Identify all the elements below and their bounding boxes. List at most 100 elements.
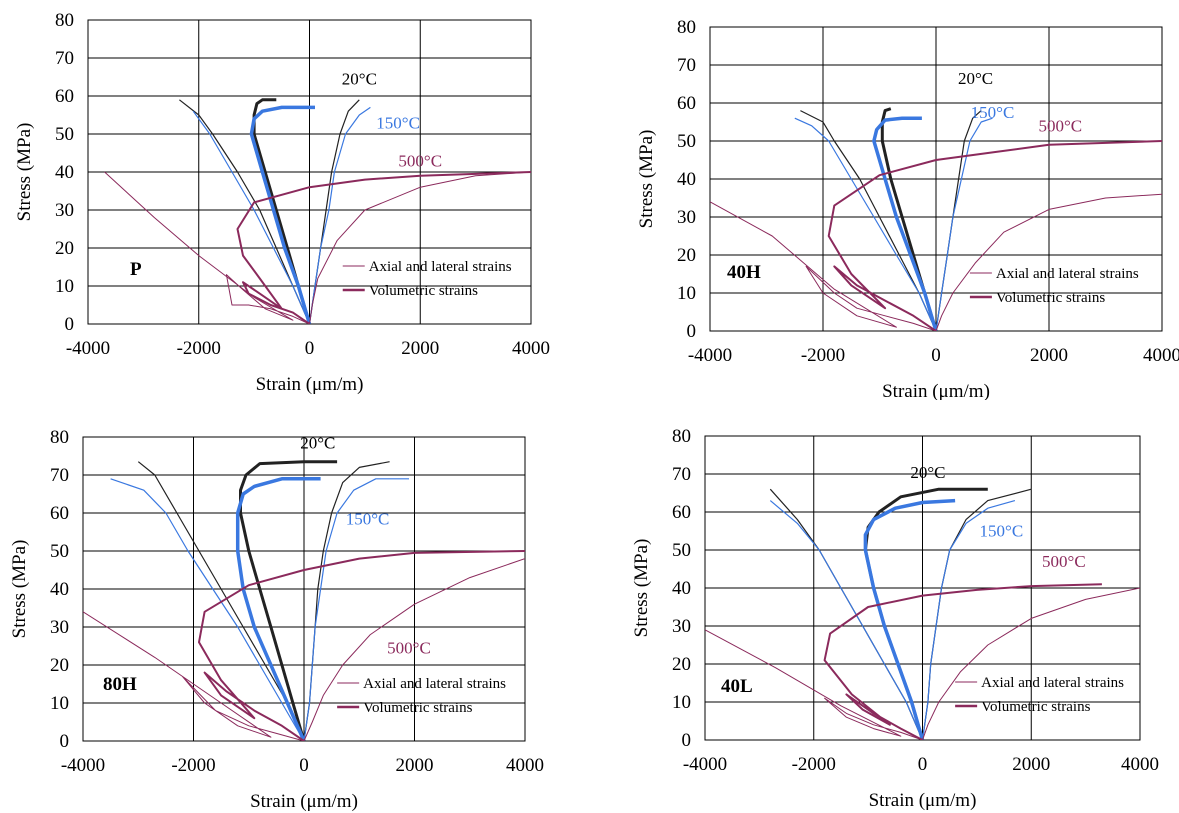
- series-axial-150c: [935, 117, 993, 331]
- x-tick-label: 2000: [401, 338, 439, 359]
- x-tick-label: 4000: [1121, 754, 1159, 775]
- series-volumetric-500c: [823, 583, 1102, 740]
- y-tick-label: 30: [55, 200, 74, 221]
- temperature-label: 150°C: [376, 113, 420, 132]
- chart-p: 0 10 20 30 40 50 60 70 80 -4000 -2000 0 2000 4000 Stra…: [14, 10, 550, 395]
- y-tick-label: 70: [55, 48, 74, 69]
- legend-entry-axial: Axial and lateral strains: [369, 259, 512, 275]
- y-tick-label: 10: [50, 693, 69, 714]
- temperature-label: 20°C: [342, 70, 377, 89]
- y-tick-label: 0: [682, 730, 692, 751]
- x-tick-label: -2000: [792, 754, 836, 775]
- y-tick-label: 80: [55, 10, 74, 31]
- x-tick-label: -2000: [801, 345, 845, 366]
- y-tick-label: 20: [55, 238, 74, 259]
- x-axis-label: Strain (μm/m): [250, 791, 358, 812]
- legend-entry-volumetric: Volumetric strains: [369, 283, 478, 299]
- series-lateral-500c: [705, 629, 923, 740]
- y-tick-label: 50: [677, 131, 696, 152]
- chart-40l: 0 10 20 30 40 50 60 70 80 -4000 -2000 0 2000 4000 Stra…: [631, 426, 1159, 811]
- y-tick-label: 0: [60, 731, 70, 752]
- y-tick-label: 40: [55, 162, 74, 183]
- series-volumetric-150c: [872, 116, 938, 331]
- panel-label: P: [130, 259, 142, 280]
- x-tick-label: 2000: [1012, 754, 1050, 775]
- x-tick-label: 0: [918, 754, 928, 775]
- series-volumetric-20c: [239, 460, 338, 741]
- y-tick-label: 80: [50, 427, 69, 448]
- temperature-label: 500°C: [1042, 552, 1086, 571]
- y-axis-label: Stress (MPa): [631, 539, 652, 638]
- temperature-label: 20°C: [910, 463, 945, 482]
- series-group: [83, 460, 525, 741]
- y-tick-label: 10: [677, 283, 696, 304]
- x-tick-label: -2000: [177, 338, 221, 359]
- legend-entry-axial: Axial and lateral strains: [996, 266, 1139, 282]
- temperature-label: 500°C: [387, 639, 431, 658]
- series-group: [705, 487, 1140, 740]
- series-lateral-150c: [110, 478, 305, 741]
- y-axis-label: Stress (MPa): [14, 123, 35, 222]
- y-tick-label: 40: [672, 578, 691, 599]
- series-axial-150c: [921, 500, 1016, 740]
- series-axial-150c: [303, 478, 409, 741]
- x-axis-label: Strain (μm/m): [882, 381, 990, 400]
- y-tick-label: 60: [55, 86, 74, 107]
- y-tick-label: 20: [672, 654, 691, 675]
- series-volumetric-20c: [880, 107, 938, 331]
- y-tick-label: 50: [50, 541, 69, 562]
- y-tick-label: 20: [50, 655, 69, 676]
- series-axial-150c: [308, 106, 371, 324]
- chart-80h: 0 10 20 30 40 50 60 70 80 -4000 -2000 0 2000 4000 Stra…: [9, 427, 544, 812]
- y-tick-label: 40: [677, 169, 696, 190]
- series-axial-500c: [303, 558, 525, 741]
- series-axial-500c: [309, 171, 531, 324]
- y-tick-label: 70: [50, 465, 69, 486]
- y-tick-label: 10: [672, 692, 691, 713]
- series-volumetric-500c: [236, 171, 531, 324]
- x-tick-label: 2000: [1030, 345, 1068, 366]
- series-volumetric-150c: [235, 477, 321, 741]
- y-tick-label: 40: [50, 579, 69, 600]
- x-tick-label: 0: [931, 345, 941, 366]
- chart-40h: 0 10 20 30 40 50 60 70 80 -4000 -2000 0 2000 4000 Stra…: [636, 17, 1179, 400]
- x-axis-label: Strain (μm/m): [256, 374, 364, 395]
- panel-label: 40H: [727, 262, 761, 283]
- series-volumetric-500c: [827, 140, 1162, 331]
- x-tick-label: 0: [305, 338, 315, 359]
- panel-label: 40L: [721, 676, 753, 697]
- y-tick-label: 30: [672, 616, 691, 637]
- y-tick-label: 50: [55, 124, 74, 145]
- x-axis-label: Strain (μm/m): [869, 790, 977, 811]
- y-axis-label: Stress (MPa): [636, 130, 657, 229]
- series-volumetric-150c: [249, 105, 315, 324]
- y-tick-label: 30: [50, 617, 69, 638]
- x-tick-label: 2000: [396, 755, 434, 776]
- temperature-label: 500°C: [1038, 117, 1082, 136]
- x-tick-label: 4000: [506, 755, 544, 776]
- panel-label: 80H: [103, 674, 137, 695]
- series-lateral-500c: [710, 201, 937, 331]
- y-tick-label: 20: [677, 245, 696, 266]
- legend-entry-volumetric: Volumetric strains: [981, 699, 1090, 715]
- temperature-label: 150°C: [346, 509, 390, 528]
- x-tick-label: -2000: [171, 755, 215, 776]
- x-tick-label: 4000: [1143, 345, 1179, 366]
- temperature-label: 150°C: [980, 522, 1024, 541]
- y-tick-label: 0: [65, 314, 75, 335]
- series-axial-500c: [935, 193, 1162, 331]
- series-volumetric-150c: [863, 498, 956, 740]
- series-axial-500c: [922, 587, 1140, 740]
- legend-entry-volumetric: Volumetric strains: [363, 700, 472, 716]
- legend-entry-volumetric: Volumetric strains: [996, 290, 1105, 306]
- series-lateral-500c: [104, 171, 310, 324]
- y-tick-label: 60: [50, 503, 69, 524]
- y-tick-label: 50: [672, 540, 691, 561]
- x-tick-label: 0: [299, 755, 309, 776]
- legend-entry-axial: Axial and lateral strains: [981, 675, 1124, 691]
- y-axis-label: Stress (MPa): [9, 540, 30, 639]
- temperature-label: 500°C: [398, 151, 442, 170]
- series-lateral-150c: [769, 500, 924, 740]
- x-tick-label: 4000: [512, 338, 550, 359]
- y-tick-label: 30: [677, 207, 696, 228]
